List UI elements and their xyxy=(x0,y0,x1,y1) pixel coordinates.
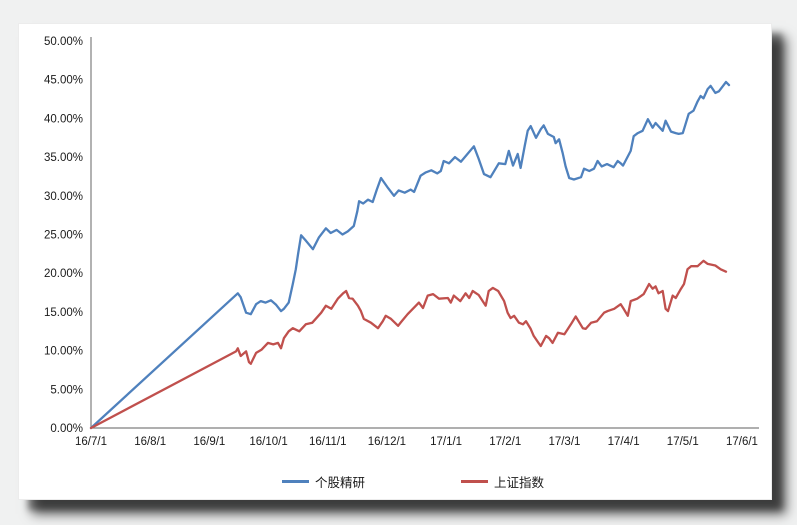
x-axis-tick-label: 16/11/1 xyxy=(309,436,347,448)
chart-card: 0.00% 5.00% 10.00% 15.00% 20.00% 25.00% 30.00%… xyxy=(18,23,772,500)
y-axis-tick-label: 45.00% xyxy=(44,75,83,87)
y-axis-tick-label: 0.00% xyxy=(50,423,83,435)
x-axis-tick-label: 16/9/1 xyxy=(193,436,225,448)
legend-label-portfolio: 个股精研 xyxy=(314,476,365,490)
series-line-0 xyxy=(89,80,731,430)
legend-label-index: 上证指数 xyxy=(494,476,545,490)
index-line-swatch xyxy=(461,480,488,483)
y-axis-tick-label: 25.00% xyxy=(44,230,83,242)
legend-item-index: 上证指数 xyxy=(461,472,544,491)
portfolio-line-swatch xyxy=(281,480,309,483)
x-axis-tick-label: 17/5/1 xyxy=(667,436,699,448)
x-axis-tick-label: 17/6/1 xyxy=(726,436,758,448)
y-axis-tick-label: 40.00% xyxy=(44,113,83,125)
y-axis-tick-label: 35.00% xyxy=(44,152,83,164)
legend: 个股精研 上证指数 xyxy=(37,472,789,491)
x-axis-tick-label: 16/12/1 xyxy=(368,436,406,448)
y-axis-tick-label: 5.00% xyxy=(50,384,83,396)
axis-lines xyxy=(90,37,759,429)
y-axis-tick-label: 10.00% xyxy=(44,346,83,358)
x-axis-tick-label: 17/2/1 xyxy=(489,436,521,448)
x-axis-tick-label: 16/7/1 xyxy=(75,436,107,448)
legend-item-portfolio: 个股精研 xyxy=(281,472,365,491)
series-line-1 xyxy=(89,259,728,430)
x-axis-tick-label: 17/3/1 xyxy=(548,436,580,448)
x-axis-tick-label: 17/4/1 xyxy=(608,436,640,448)
y-axis-tick-label: 50.00% xyxy=(44,36,83,48)
line-chart-plot: 0.00% 5.00% 10.00% 15.00% 20.00% 25.00% 30.00%… xyxy=(44,36,759,448)
y-axis-tick-label: 15.00% xyxy=(44,307,83,319)
x-axis-tick-label: 17/1/1 xyxy=(430,436,462,448)
x-axis-tick-label: 16/8/1 xyxy=(134,436,166,448)
y-axis-tick-label: 20.00% xyxy=(44,268,83,280)
x-axis-tick-label: 16/10/1 xyxy=(249,436,287,448)
y-axis-tick-label: 30.00% xyxy=(44,191,83,203)
